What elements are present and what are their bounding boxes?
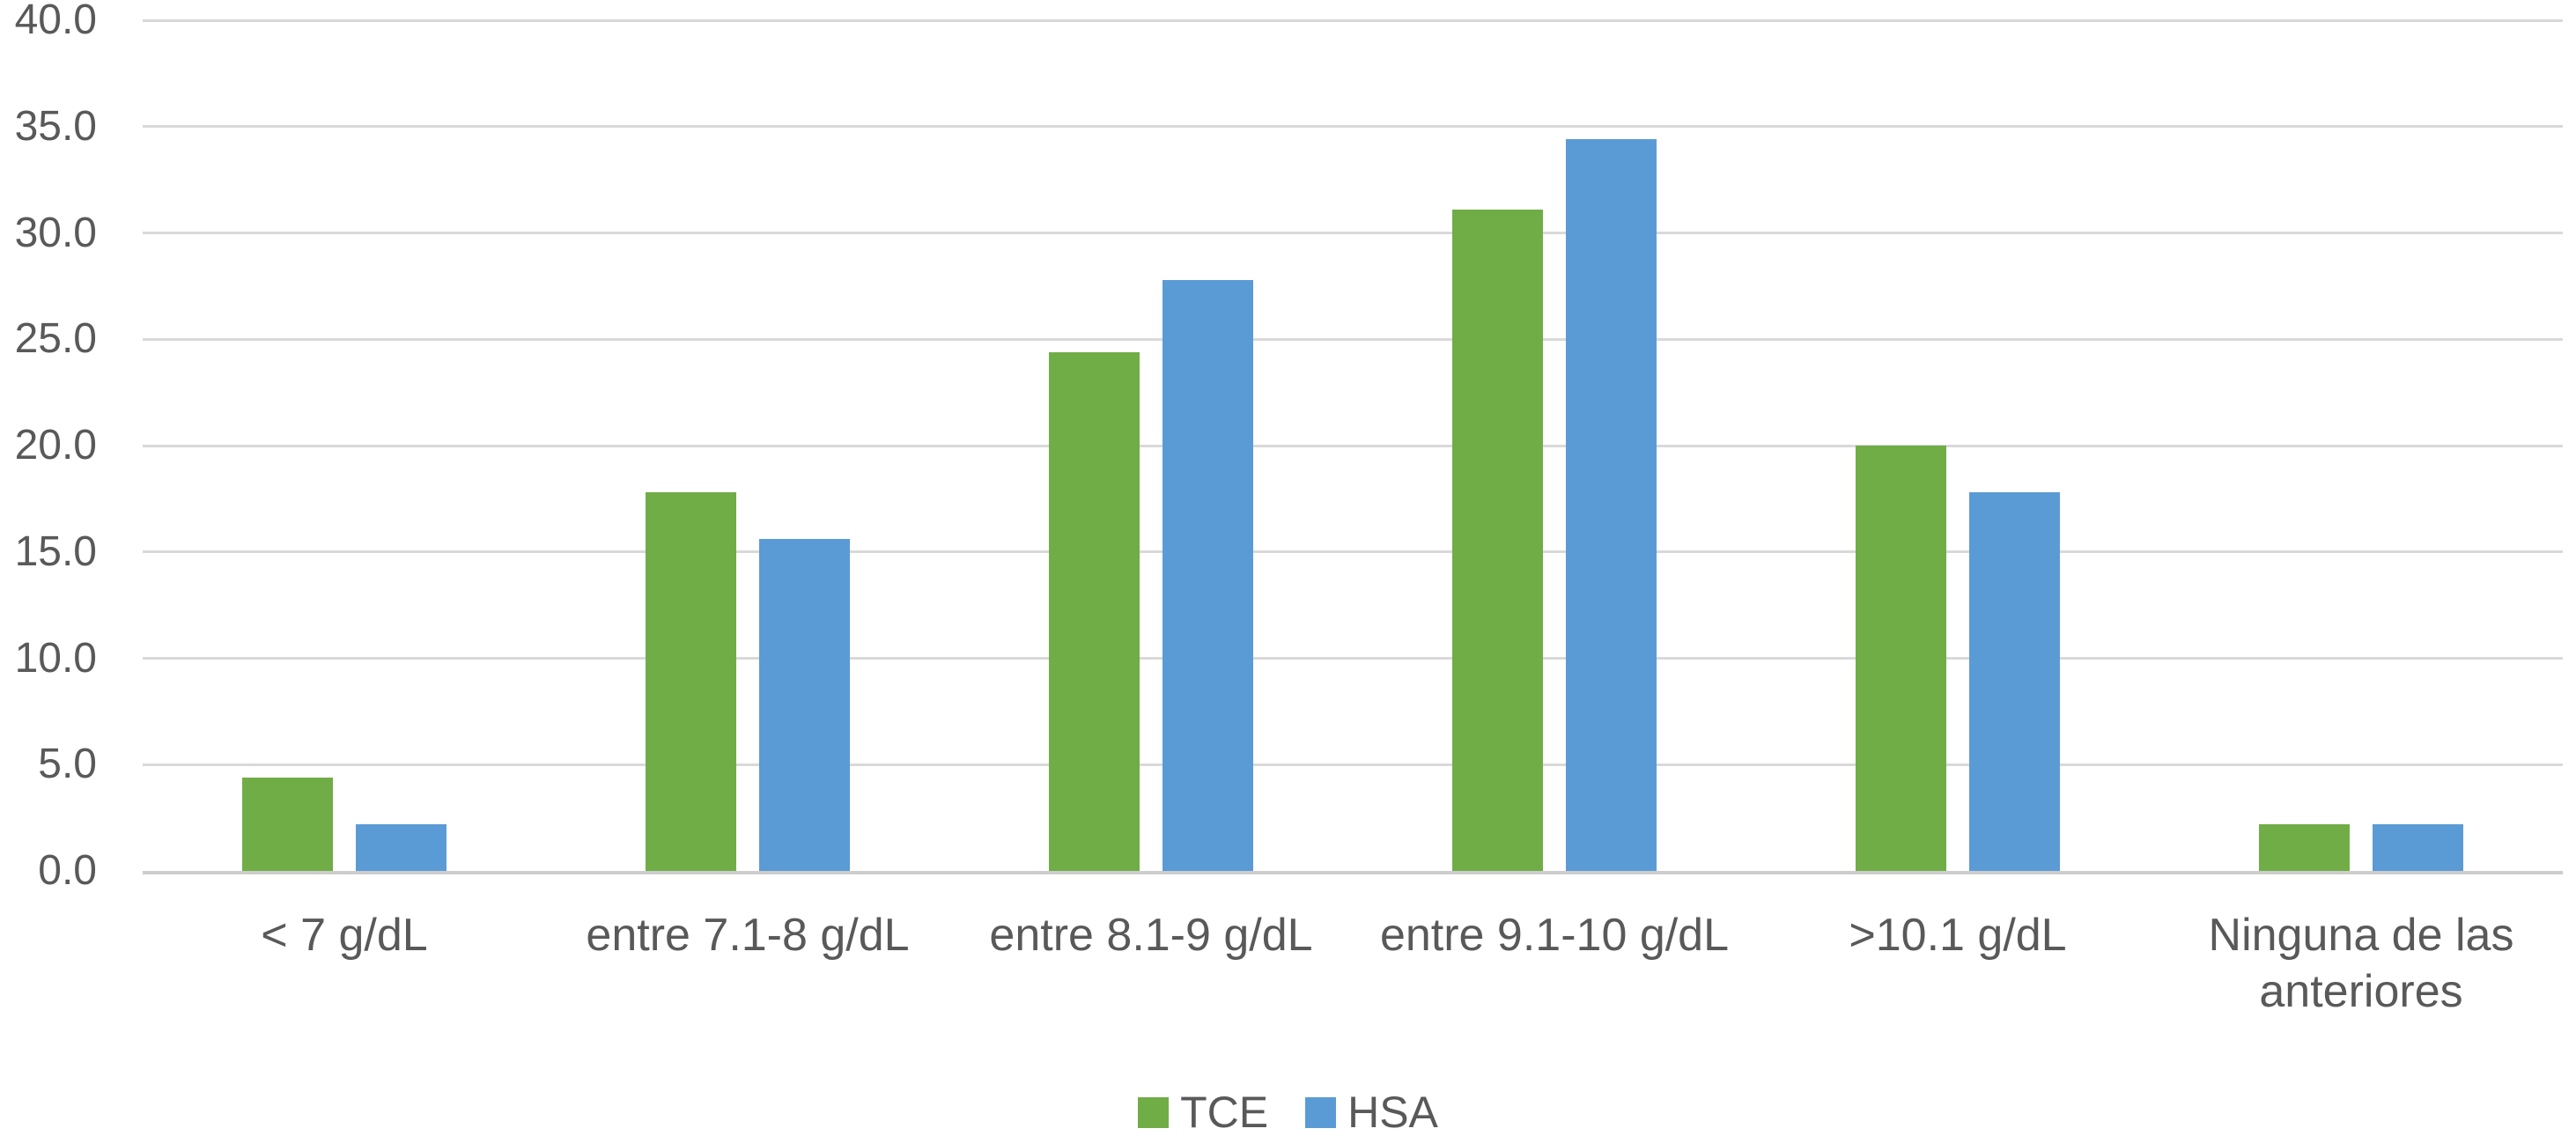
- legend: TCE HSA: [0, 1090, 2576, 1134]
- x-axis-category-label: >10.1 g/dL: [1849, 910, 2067, 961]
- x-axis-category-label: entre 7.1-8 g/dL: [586, 910, 910, 961]
- legend-label-tce: TCE: [1180, 1088, 1269, 1136]
- bar-tce: [1856, 446, 1946, 871]
- x-axis-category-label: entre 9.1-10 g/dL: [1379, 910, 1730, 961]
- bar-hsa: [1969, 492, 2060, 871]
- y-axis-tick-label: 25.0: [14, 315, 97, 363]
- gridline-10.0: [143, 657, 2563, 660]
- bar-hsa: [356, 823, 447, 871]
- plot-area: [143, 18, 2563, 874]
- x-axis-category-label: Ninguna de las anteriores: [2208, 910, 2514, 1017]
- y-axis-tick-label: 35.0: [14, 102, 97, 150]
- bar-tce: [1049, 351, 1140, 871]
- bar-tce: [2259, 823, 2350, 871]
- bar-tce: [646, 492, 736, 871]
- category-group-5: [1756, 20, 2159, 871]
- bar-hsa: [759, 539, 850, 871]
- bar-hsa: [1163, 279, 1253, 871]
- category-group-4: [1353, 20, 1756, 871]
- bar-tce: [1452, 209, 1543, 871]
- gridline-25.0: [143, 337, 2563, 341]
- bars-layer: [143, 20, 2563, 871]
- x-axis-category-label: entre 8.1-9 g/dL: [989, 910, 1313, 961]
- y-axis-tick-label: 15.0: [14, 527, 97, 575]
- category-group-6: [2159, 20, 2563, 871]
- gridline-20.0: [143, 444, 2563, 447]
- legend-label-hsa: HSA: [1347, 1088, 1438, 1136]
- y-axis-tick-label: 10.0: [14, 634, 97, 682]
- legend-item-tce: TCE: [1138, 1090, 1268, 1134]
- bar-hsa: [2373, 823, 2463, 871]
- y-axis-tick-label: 0.0: [38, 847, 97, 894]
- category-group-3: [949, 20, 1353, 871]
- y-axis: 0.0 5.0 10.0 15.0 20.0 25.0 30.0 35.0 40.0: [0, 0, 97, 892]
- bar-hsa: [1566, 139, 1657, 871]
- gridline-15.0: [143, 550, 2563, 554]
- x-axis-category-label: < 7 g/dL: [261, 910, 428, 961]
- gridline-40.0: [143, 18, 2563, 22]
- gridline-35.0: [143, 125, 2563, 129]
- y-axis-tick-label: 20.0: [14, 422, 97, 468]
- bar-tce: [242, 777, 333, 871]
- y-axis-tick-label: 5.0: [38, 741, 97, 788]
- gridline-5.0: [143, 763, 2563, 766]
- gridline-30.0: [143, 232, 2563, 234]
- y-axis-tick-label: 30.0: [14, 209, 97, 256]
- y-axis-tick-label: 40.0: [14, 0, 97, 43]
- category-group-1: [143, 20, 546, 871]
- legend-item-hsa: HSA: [1305, 1090, 1438, 1134]
- legend-swatch-tce: [1138, 1096, 1170, 1128]
- x-axis-labels: < 7 g/dL entre 7.1-8 g/dL entre 8.1-9 g/dL…: [143, 907, 2563, 1039]
- legend-swatch-hsa: [1305, 1096, 1337, 1128]
- category-group-2: [546, 20, 949, 871]
